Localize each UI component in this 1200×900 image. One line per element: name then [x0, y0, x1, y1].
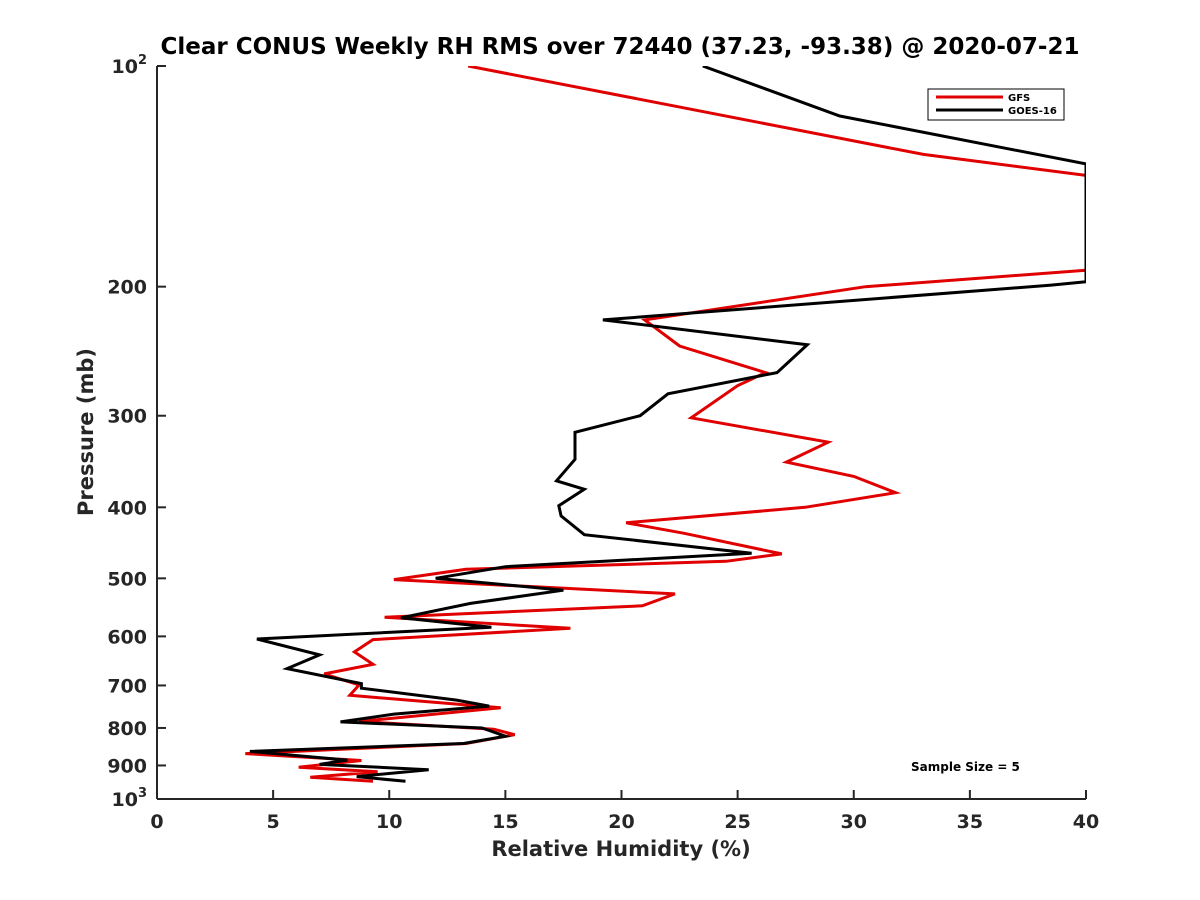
y-tick-label: 102 [112, 53, 148, 78]
x-tick-label: 30 [841, 811, 867, 833]
chart-title: Clear CONUS Weekly RH RMS over 72440 (37… [161, 34, 1080, 60]
y-tick-label: 600 [107, 626, 147, 648]
series-layer [245, 66, 1086, 783]
y-tick-label: 200 [107, 277, 147, 299]
x-tick-label: 40 [1073, 811, 1099, 833]
y-tick-label: 103 [112, 786, 148, 811]
y-axis-label: Pressure (mb) [74, 348, 98, 516]
x-tick-label: 25 [724, 811, 750, 833]
x-tick-label: 20 [608, 811, 634, 833]
x-tick-label: 35 [957, 811, 983, 833]
y-ticks: 102 200 300 400 500 600 700 800 900 103 [107, 53, 166, 811]
x-tick-label: 10 [376, 811, 402, 833]
y-tick-label: 900 [107, 755, 147, 777]
y-tick-label: 700 [107, 675, 147, 697]
series-line-gfs [245, 66, 1086, 783]
legend: GFS GOES-16 [927, 88, 1065, 121]
x-tick-label: 0 [150, 811, 163, 833]
legend-label-goes-16: GOES-16 [1008, 106, 1057, 117]
y-tick-label: 500 [107, 568, 147, 590]
x-axis-label: Relative Humidity (%) [491, 837, 750, 861]
x-tick-label: 15 [492, 811, 518, 833]
legend-box [927, 88, 1065, 121]
legend-label-gfs: GFS [1008, 93, 1030, 104]
y-tick-label: 400 [107, 497, 147, 519]
x-ticks: 0 5 10 15 20 25 30 35 40 [150, 790, 1099, 833]
x-tick-label: 5 [267, 811, 280, 833]
y-tick-label: 800 [107, 718, 147, 740]
sample-size-annotation: Sample Size = 5 [911, 760, 1020, 774]
series-line-goes-16 [249, 66, 1086, 783]
y-tick-label: 300 [107, 406, 147, 428]
